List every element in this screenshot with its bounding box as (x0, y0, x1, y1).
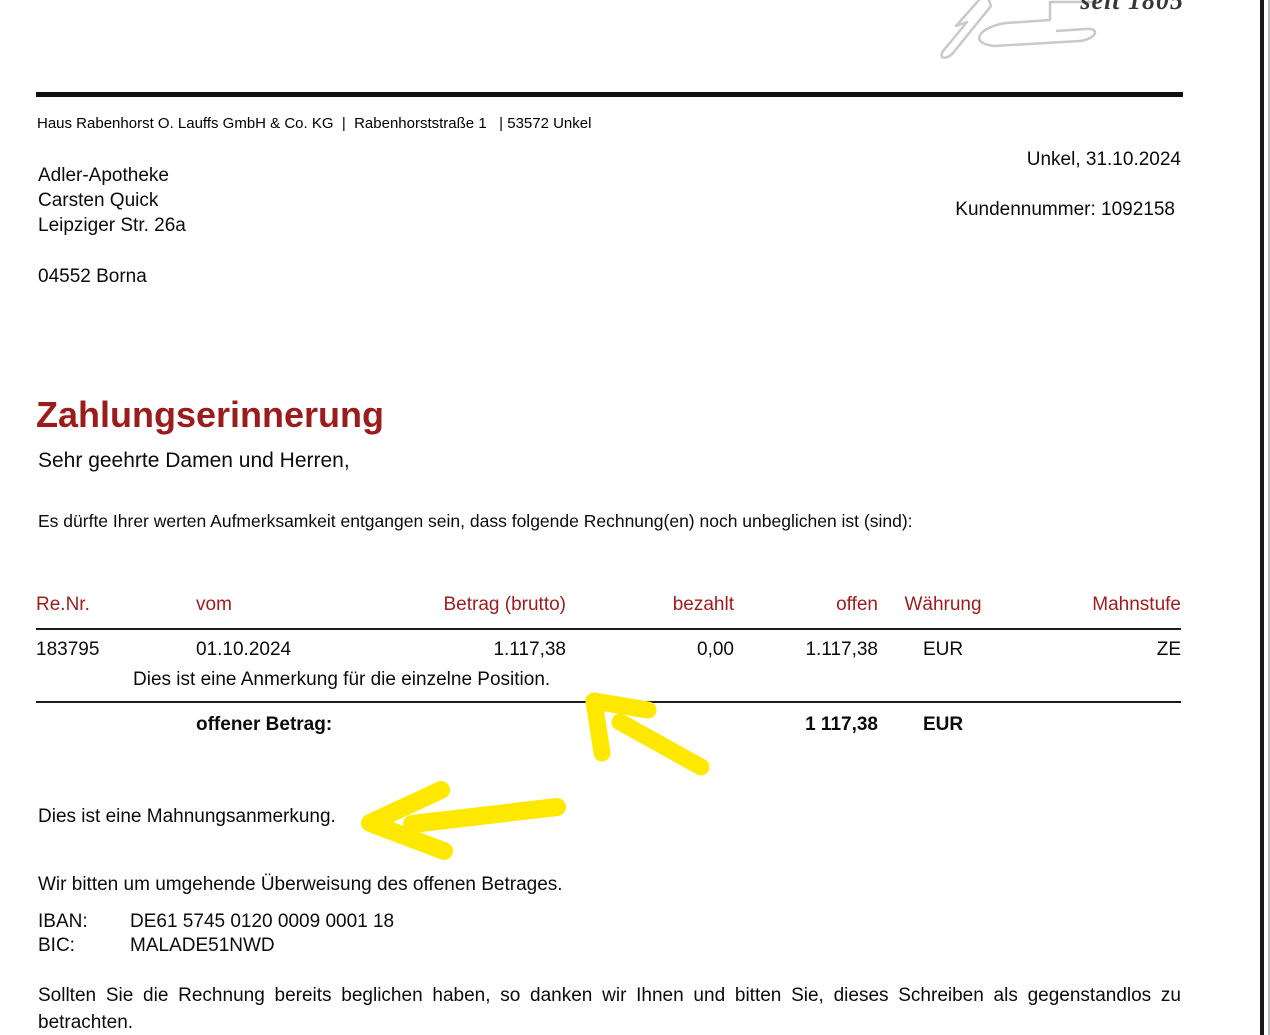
customer-number: Kundennummer: 1092158 (955, 199, 1175, 220)
cell-renr: 183795 (36, 639, 100, 660)
col-header-betrag: Betrag (brutto) (443, 594, 567, 615)
recipient-name: Adler-Apotheke (38, 165, 169, 186)
total-currency: EUR (922, 714, 964, 735)
page-title: Zahlungserinnerung (36, 394, 385, 435)
total-amount: 1 117,38 (805, 714, 878, 735)
bic-row: BIC: MALADE51NWD (38, 934, 394, 958)
arrow-left-icon (361, 781, 566, 860)
table-row: 183795 01.10.2024 1.117,38 0,00 1.117,38… (36, 630, 1181, 666)
recipient-contact: Carsten Quick (38, 190, 159, 211)
payment-request: Wir bitten um umgehende Überweisung des … (38, 874, 563, 895)
cell-vom: 01.10.2024 (196, 639, 292, 660)
iban-value: DE61 5745 0120 0009 0001 18 (130, 911, 395, 932)
table-divider-top (36, 628, 1181, 630)
page-edge-divider (1260, 0, 1264, 1035)
place-date: Unkel, 31.10.2024 (1026, 149, 1181, 170)
salutation: Sehr geehrte Damen und Herren, (38, 449, 350, 472)
col-header-offen: offen (836, 594, 878, 615)
invoice-table: Re.Nr. vom Betrag (brutto) bezahlt offen… (36, 594, 1181, 736)
bic-label: BIC: (38, 935, 75, 956)
reminder-note: Dies ist eine Mahnungsanmerkung. (38, 806, 336, 827)
iban-label: IBAN: (38, 911, 88, 932)
page-edge-highlight (1268, 0, 1270, 1035)
position-note: Dies ist eine Anmerkung für die einzelne… (133, 669, 551, 690)
table-header-row: Re.Nr. vom Betrag (brutto) bezahlt offen… (36, 594, 1181, 628)
col-header-bezahlt: bezahlt (672, 594, 734, 615)
iban-row: IBAN: DE61 5745 0120 0009 0001 18 (38, 910, 394, 934)
col-header-mahnstufe: Mahnstufe (1092, 594, 1181, 615)
col-header-waehrung: Währung (904, 594, 982, 615)
intro-paragraph: Es dürfte Ihrer werten Aufmerksamkeit en… (38, 511, 913, 531)
cell-bezahlt: 0,00 (697, 639, 734, 660)
company-logo-icon (940, 0, 1098, 59)
logo-tagline: seit 1805 (1080, 0, 1184, 15)
header-rule (36, 92, 1183, 97)
table-total-row: offener Betrag: 1 117,38 EUR (36, 703, 1181, 736)
total-label: offener Betrag: (196, 714, 333, 735)
col-header-vom: vom (196, 594, 232, 615)
sender-address-line: Haus Rabenhorst O. Lauffs GmbH & Co. KG … (37, 115, 592, 132)
cell-offen: 1.117,38 (805, 639, 878, 660)
cell-mahnstufe: ZE (1156, 639, 1181, 660)
col-header-renr: Re.Nr. (36, 594, 90, 615)
bic-value: MALADE51NWD (130, 935, 275, 956)
cell-waehrung: EUR (922, 639, 964, 660)
recipient-city: 04552 Borna (38, 266, 147, 287)
recipient-street: Leipziger Str. 26a (38, 215, 186, 236)
recipient-address: Adler-Apotheke Carsten Quick Leipziger S… (38, 163, 186, 289)
bank-details: IBAN: DE61 5745 0120 0009 0001 18 BIC: M… (38, 910, 394, 958)
cell-betrag: 1.117,38 (493, 639, 566, 660)
closing-paragraph: Sollten Sie die Rechnung bereits beglich… (38, 985, 1181, 1033)
